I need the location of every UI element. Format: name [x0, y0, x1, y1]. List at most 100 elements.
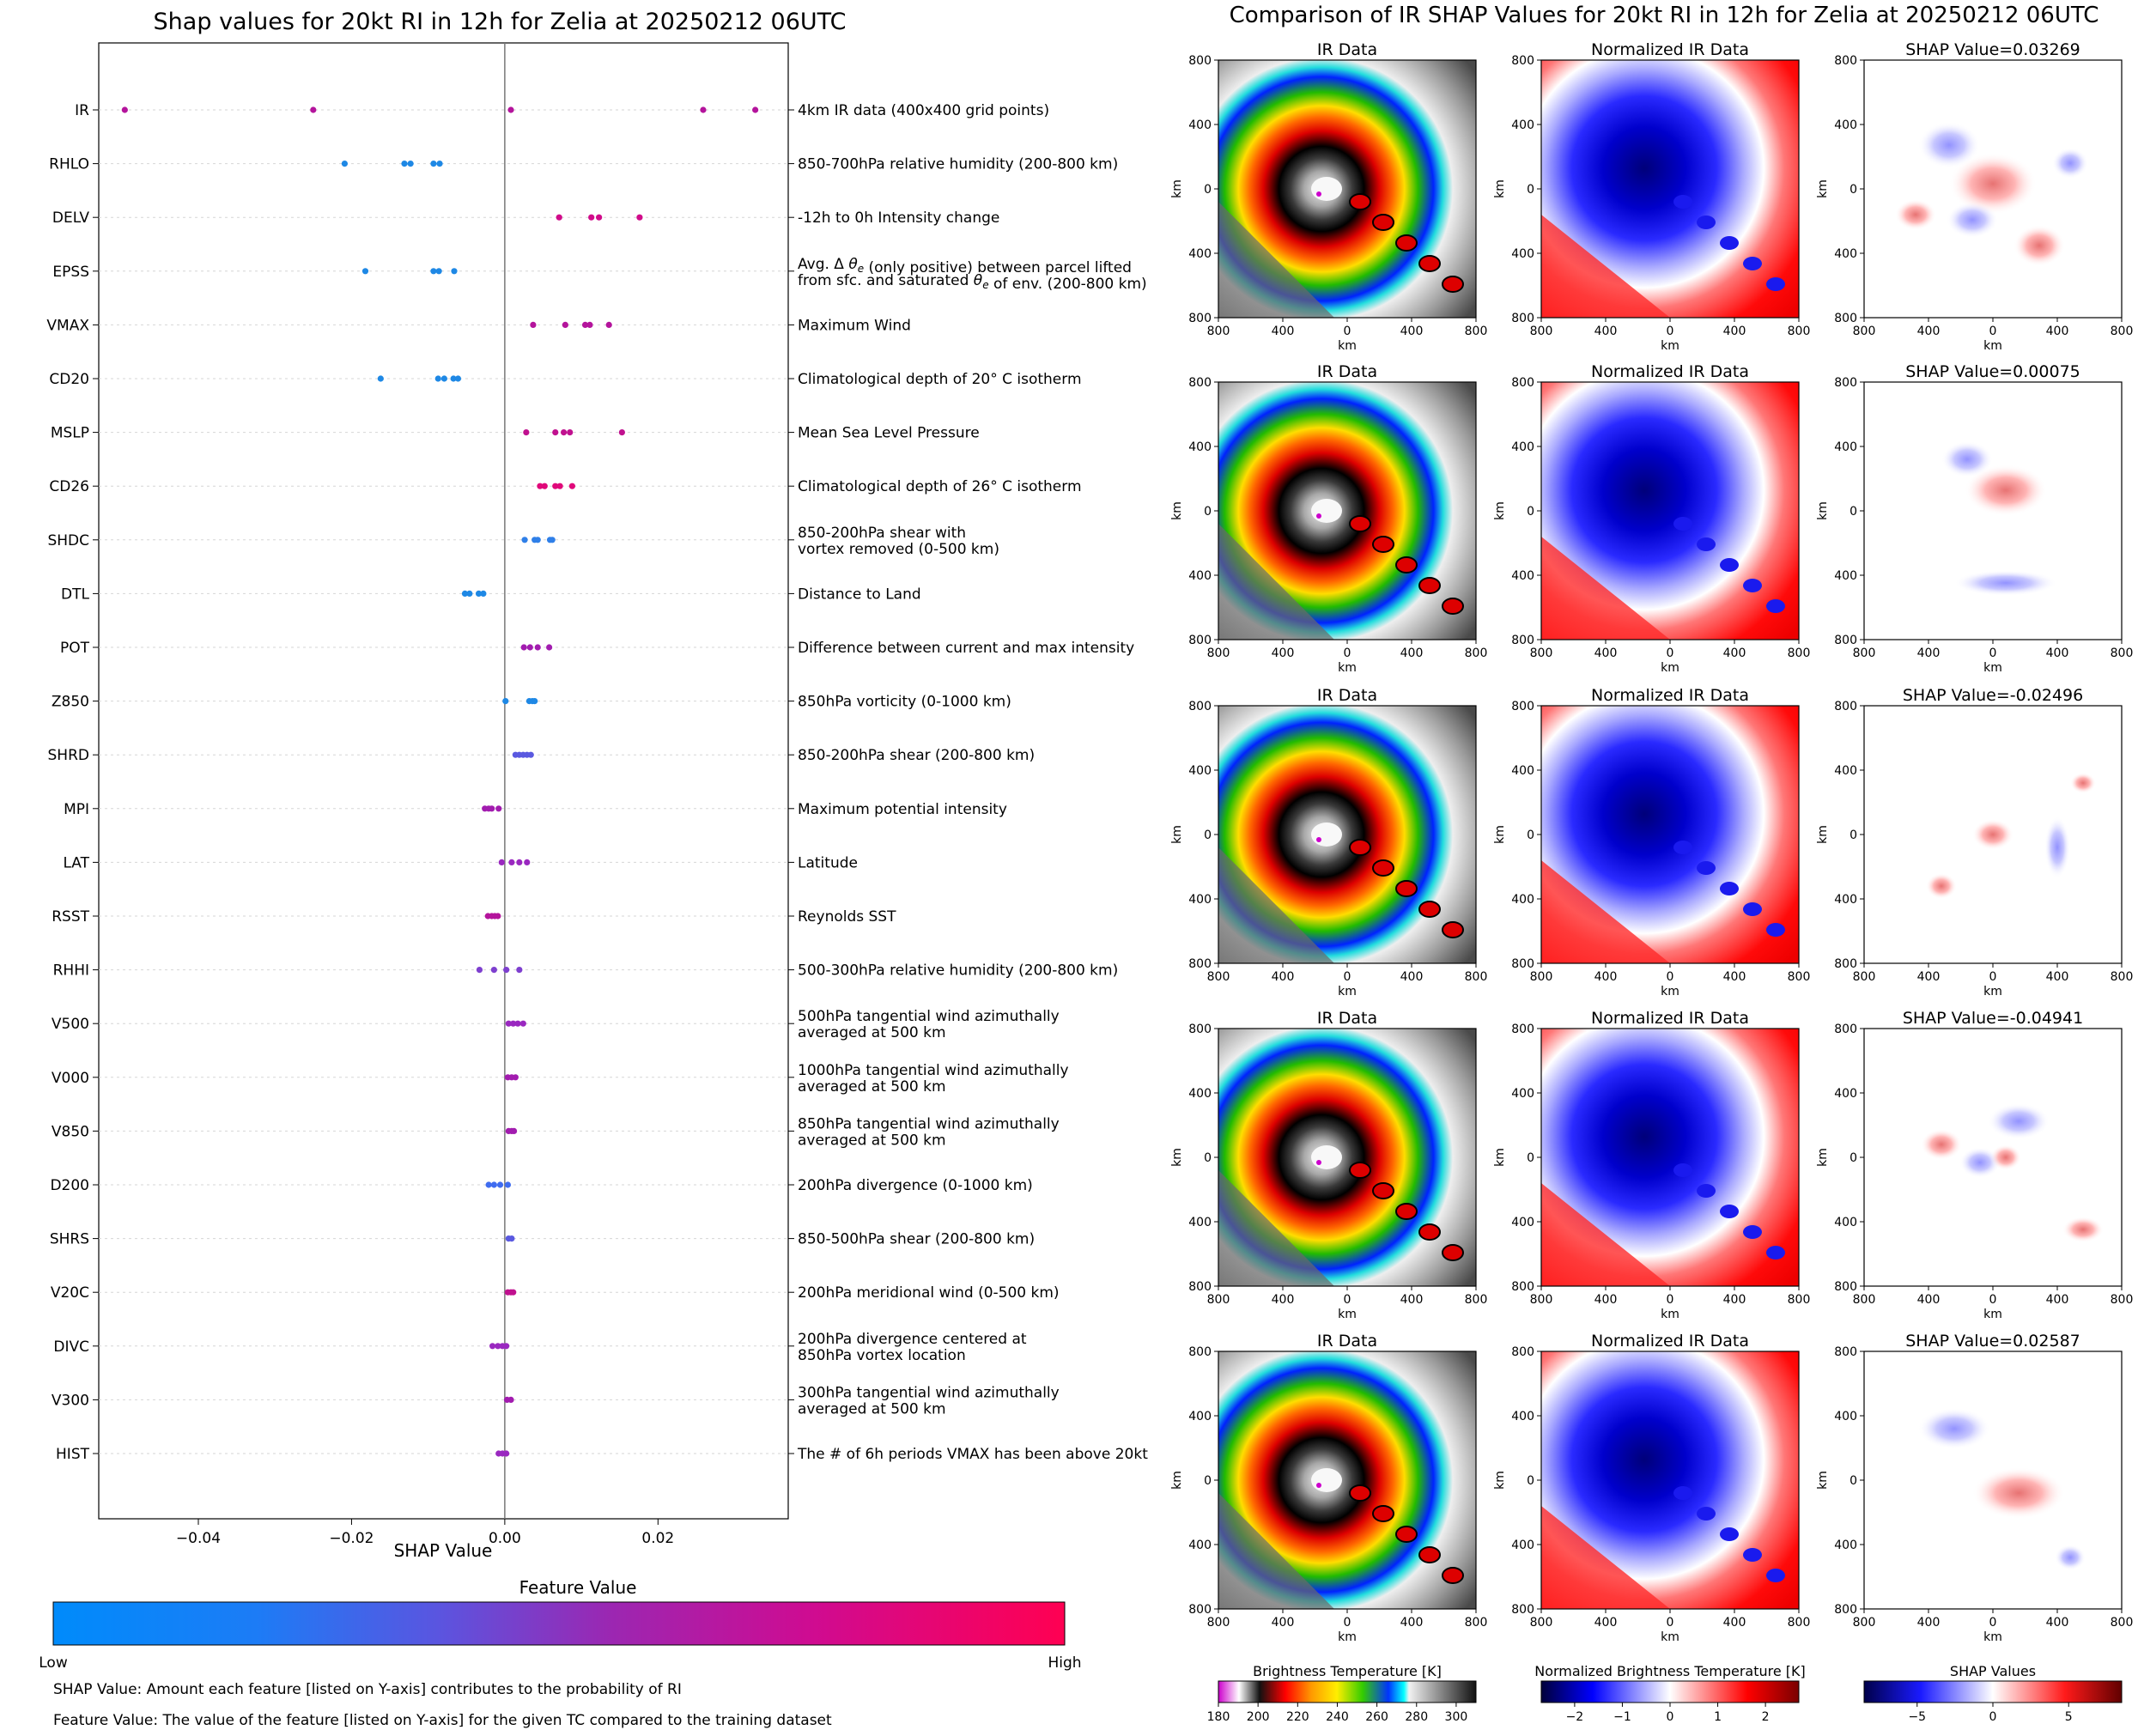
y-tick-label: 400: [1834, 1216, 1857, 1229]
feature-label-v850: V850: [52, 1123, 89, 1140]
x-tick-label: 400: [1400, 1616, 1424, 1630]
shap-map-blob: [1949, 153, 2037, 215]
shap-point-cd26: [556, 483, 563, 489]
x-axis-label: km: [1661, 1630, 1679, 1644]
ir-rainband-cell: [1442, 1244, 1464, 1261]
shap-point-cd20: [440, 375, 447, 382]
feature-desc-epss: from sfc. and saturated θe of env. (200-…: [798, 272, 1147, 293]
shap-point-v20c: [510, 1289, 517, 1296]
normalized-cold-cell: [1697, 537, 1716, 551]
y-tick-label: 400: [1188, 247, 1212, 261]
feature-desc-v000: 1000hPa tangential wind azimuthally: [798, 1062, 1069, 1079]
shap-point-vmax: [581, 321, 589, 328]
feature-desc-rsst: Reynolds SST: [798, 908, 896, 926]
colorbar-tick-label: 180: [1207, 1710, 1230, 1724]
y-axis-label: km: [1816, 1148, 1830, 1167]
normalized-cold-cell: [1743, 902, 1762, 916]
feature-label-v500: V500: [52, 1016, 89, 1033]
y-tick-label: 400: [1511, 1539, 1534, 1552]
x-tick-label: 400: [1594, 970, 1618, 984]
x-tick-label: 400: [1594, 646, 1618, 660]
colorbar-tick-label: 5: [2065, 1710, 2073, 1724]
x-tick-label: 0: [1989, 970, 1997, 984]
feature-label-pot: POT: [60, 640, 90, 657]
x-tick-label: 800: [1465, 325, 1488, 338]
x-tick-label: 400: [1400, 325, 1424, 338]
shap-point-delv: [556, 214, 562, 221]
ir-eye: [1311, 822, 1342, 847]
comparison-row-5: IR Data80080040040000400400800800kmkmNor…: [1170, 1332, 2133, 1644]
feature-label-mpi: MPI: [64, 801, 89, 818]
x-tick-label: 800: [1788, 1616, 1811, 1630]
shap-point-mslp: [560, 429, 568, 436]
normalized-cold-cell: [1720, 1527, 1739, 1541]
shap-point-d200: [490, 1181, 497, 1188]
ir-clear-sky: [1218, 847, 1334, 963]
x-tick-label: 800: [1207, 646, 1230, 660]
x-tick-label: 0: [1989, 325, 1997, 338]
y-tick-label: 0: [1204, 505, 1212, 519]
y-tick-label: 0: [1849, 1474, 1857, 1488]
shap-map-blob: [1990, 1144, 2021, 1170]
y-tick-label: 800: [1188, 634, 1212, 647]
shap-map-blob: [1972, 1467, 2065, 1519]
shap-point-shdc: [549, 537, 556, 543]
normalized-cold-cell: [1673, 1163, 1692, 1177]
normalized-warm-region: [1541, 215, 1670, 318]
x-axis-label: km: [1661, 985, 1679, 999]
y-tick-label: 0: [1849, 1151, 1857, 1165]
x-axis-label: km: [1983, 1308, 2002, 1321]
y-tick-label: 800: [1511, 1603, 1534, 1617]
shap-point-dtl: [461, 590, 469, 598]
y-axis-label: km: [1493, 501, 1507, 520]
y-tick-label: 400: [1511, 1216, 1534, 1229]
x-tick-label: 0: [1667, 1293, 1674, 1307]
normalized-warm-region: [1541, 1183, 1670, 1286]
normalized-cold-cell: [1673, 1486, 1692, 1500]
shap-point-v500: [514, 1020, 521, 1027]
shap-point-divc: [489, 1343, 496, 1350]
ir-rainband-cell: [1418, 577, 1441, 594]
colorbar-tick-label: −2: [1566, 1710, 1584, 1724]
y-tick-label: 800: [1834, 54, 1857, 68]
normalized-cold-cell: [1743, 257, 1762, 270]
feature-desc-vmax: Maximum Wind: [798, 317, 911, 334]
shap-point-lat: [498, 859, 505, 866]
y-tick-label: 800: [1834, 1345, 1857, 1359]
x-tick-label: 0.02: [641, 1530, 674, 1547]
shap-value-note: SHAP Value: Amount each feature [listed …: [53, 1681, 682, 1698]
shap-point-divc: [503, 1343, 510, 1350]
feature-desc-v850: averaged at 500 km: [798, 1132, 946, 1149]
y-tick-label: 800: [1188, 700, 1212, 713]
x-tick-label: 800: [1530, 1293, 1553, 1307]
shap-panel-title: SHAP Value=0.02587: [1905, 1332, 2080, 1351]
shap-map-blob: [1921, 1129, 1962, 1160]
shap-point-ir: [310, 106, 317, 113]
shap-point-shdc: [521, 537, 528, 543]
shap-point-lat: [508, 859, 515, 866]
x-axis-label: km: [1983, 1630, 2002, 1644]
normalized-warm-region: [1541, 1506, 1670, 1609]
colorbar-tick-label: 240: [1326, 1710, 1349, 1724]
shap-map-blob: [2070, 773, 2096, 793]
y-axis-label: km: [1816, 501, 1830, 520]
y-tick-label: 0: [1849, 505, 1857, 519]
colorbar-2: Normalized Brightness Temperature [K] −2 −…: [1534, 1663, 1806, 1724]
normalized-cold-cell: [1720, 1205, 1739, 1218]
feature-label-divc: DIVC: [53, 1338, 89, 1356]
x-tick-label: 400: [1723, 1616, 1746, 1630]
shap-point-vmax: [562, 321, 568, 328]
shap-point-ir: [507, 106, 514, 113]
x-tick-label: −0.02: [329, 1530, 374, 1547]
x-tick-label: 0: [1667, 970, 1674, 984]
shap-point-epss: [435, 268, 442, 275]
y-tick-label: 800: [1511, 376, 1534, 390]
shap-point-z850: [502, 698, 509, 705]
ir-rainband-cell: [1418, 1223, 1441, 1241]
y-tick-label: 400: [1511, 569, 1534, 583]
colorbar-tick-label: −1: [1613, 1710, 1631, 1724]
y-tick-label: 800: [1511, 1023, 1534, 1036]
y-tick-label: 0: [1204, 829, 1212, 842]
